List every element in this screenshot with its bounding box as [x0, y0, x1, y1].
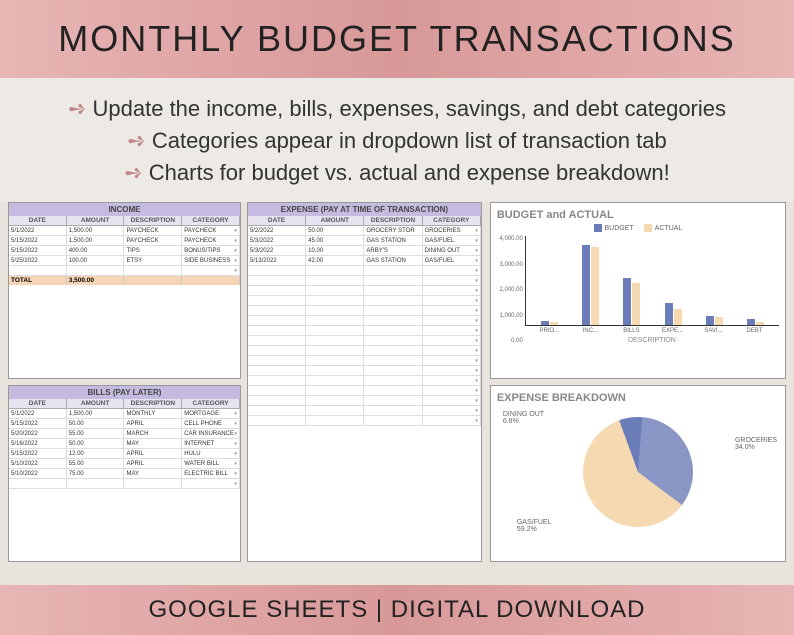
- footer-banner: GOOGLE SHEETS | DIGITAL DOWNLOAD: [0, 585, 794, 635]
- income-total-row: TOTAL 3,500.00: [9, 276, 240, 285]
- col-header: DESCRIPTION: [124, 399, 182, 409]
- bullet-1: Update the income, bills, expenses, savi…: [22, 96, 772, 122]
- feature-bullets: Update the income, bills, expenses, savi…: [0, 78, 794, 202]
- col-header: CATEGORY: [182, 216, 240, 226]
- table-row[interactable]: 5/13/202242.00GAS STATIONGAS/FUEL: [248, 256, 481, 266]
- tables-left-stack: INCOME DATEAMOUNTDESCRIPTIONCATEGORY 5/1…: [8, 202, 241, 562]
- table-row[interactable]: [248, 266, 481, 276]
- table-row[interactable]: 5/1/20221,500.00MONTHLYMORTGAGE: [9, 409, 240, 419]
- table-row[interactable]: [248, 276, 481, 286]
- bills-table: BILLS (PAY LATER) DATEAMOUNTDESCRIPTIONC…: [8, 385, 241, 562]
- table-row[interactable]: [248, 386, 481, 396]
- table-row[interactable]: [248, 346, 481, 356]
- pie-label-gas: GAS/FUEL59.2%: [517, 519, 552, 533]
- x-axis-label: DESCRIPTION: [525, 337, 779, 344]
- bar-area: [525, 236, 779, 326]
- col-header: CATEGORY: [423, 216, 481, 226]
- table-row[interactable]: [9, 266, 240, 276]
- header-banner: MONTHLY BUDGET TRANSACTIONS: [0, 0, 794, 78]
- income-title: INCOME: [9, 203, 240, 216]
- bar-chart-title: BUDGET and ACTUAL: [497, 209, 779, 221]
- bullet-2: Categories appear in dropdown list of tr…: [22, 128, 772, 154]
- table-row[interactable]: [248, 416, 481, 426]
- col-header: DATE: [9, 399, 67, 409]
- table-row[interactable]: 5/2/202250.00GROCERY STORGROCERIES: [248, 226, 481, 236]
- table-row[interactable]: 5/15/202212.00APRILHULU: [9, 449, 240, 459]
- table-row[interactable]: [248, 296, 481, 306]
- bills-title: BILLS (PAY LATER): [9, 386, 240, 399]
- expense-table: EXPENSE (PAY AT TIME OF TRANSACTION) DAT…: [247, 202, 482, 562]
- table-row[interactable]: [9, 479, 240, 489]
- table-row[interactable]: [248, 336, 481, 346]
- table-row[interactable]: [248, 306, 481, 316]
- table-row[interactable]: 5/15/20221,500.00PAYCHECKPAYCHECK: [9, 236, 240, 246]
- table-row[interactable]: [248, 286, 481, 296]
- footer-text: GOOGLE SHEETS | DIGITAL DOWNLOAD: [149, 596, 646, 624]
- table-row[interactable]: [248, 376, 481, 386]
- table-row[interactable]: 5/16/202250.00MAYINTERNET: [9, 439, 240, 449]
- bar-group: [612, 236, 651, 325]
- col-header: CATEGORY: [182, 399, 240, 409]
- pie-chart-title: EXPENSE BREAKDOWN: [497, 392, 779, 404]
- pie-chart: EXPENSE BREAKDOWN DINING OUT6.8% GROCERI…: [490, 385, 786, 562]
- table-row[interactable]: 5/10/202255.00APRILWATER BILL: [9, 459, 240, 469]
- table-row[interactable]: 5/25/2022100.00ETSYSIDE BUSINESS: [9, 256, 240, 266]
- table-row[interactable]: 5/15/202250.00APRILCELL PHONE: [9, 419, 240, 429]
- bar-legend: BUDGETACTUAL: [497, 224, 779, 232]
- col-header: DATE: [248, 216, 306, 226]
- table-row[interactable]: [248, 356, 481, 366]
- bar-group: [736, 236, 775, 325]
- table-row[interactable]: 5/10/202275.00MAYELECTRIC BILL: [9, 469, 240, 479]
- pie-area: DINING OUT6.8% GROCERIES34.0% GAS/FUEL59…: [497, 407, 779, 537]
- table-row[interactable]: [248, 406, 481, 416]
- table-row[interactable]: 5/15/2022400.00TIPSBONUS/TIPS: [9, 246, 240, 256]
- bar-group: [695, 236, 734, 325]
- total-value: 3,500.00: [67, 276, 125, 285]
- col-header: DESCRIPTION: [364, 216, 422, 226]
- bar-group: [530, 236, 569, 325]
- pie-label-dining: DINING OUT6.8%: [503, 411, 544, 425]
- tables-column: INCOME DATEAMOUNTDESCRIPTIONCATEGORY 5/1…: [8, 202, 482, 562]
- table-row[interactable]: [248, 316, 481, 326]
- income-table: INCOME DATEAMOUNTDESCRIPTIONCATEGORY 5/1…: [8, 202, 241, 379]
- pie-label-groceries: GROCERIES34.0%: [735, 437, 777, 451]
- table-row[interactable]: [248, 326, 481, 336]
- table-row[interactable]: 5/1/20221,500.00PAYCHECKPAYCHECK: [9, 226, 240, 236]
- col-header: AMOUNT: [67, 216, 125, 226]
- charts-column: BUDGET and ACTUAL BUDGETACTUAL 4,000.003…: [490, 202, 786, 562]
- col-header: DESCRIPTION: [124, 216, 182, 226]
- bar-group: [653, 236, 692, 325]
- table-row[interactable]: 5/3/202210.00ARBY'SDINING OUT: [248, 246, 481, 256]
- table-row[interactable]: [248, 396, 481, 406]
- table-row[interactable]: [248, 366, 481, 376]
- col-header: DATE: [9, 216, 67, 226]
- total-label: TOTAL: [9, 276, 67, 285]
- table-row[interactable]: 5/3/202245.00GAS STATIONGAS/FUEL: [248, 236, 481, 246]
- bar-group: [571, 236, 610, 325]
- col-header: AMOUNT: [67, 399, 125, 409]
- content-area: INCOME DATEAMOUNTDESCRIPTIONCATEGORY 5/1…: [0, 202, 794, 562]
- bar-chart: BUDGET and ACTUAL BUDGETACTUAL 4,000.003…: [490, 202, 786, 379]
- expense-title: EXPENSE (PAY AT TIME OF TRANSACTION): [248, 203, 481, 216]
- page-title: MONTHLY BUDGET TRANSACTIONS: [58, 18, 735, 60]
- table-row[interactable]: 5/20/202255.00MARCHCAR INSURANCE: [9, 429, 240, 439]
- col-header: AMOUNT: [306, 216, 364, 226]
- bullet-3: Charts for budget vs. actual and expense…: [22, 160, 772, 186]
